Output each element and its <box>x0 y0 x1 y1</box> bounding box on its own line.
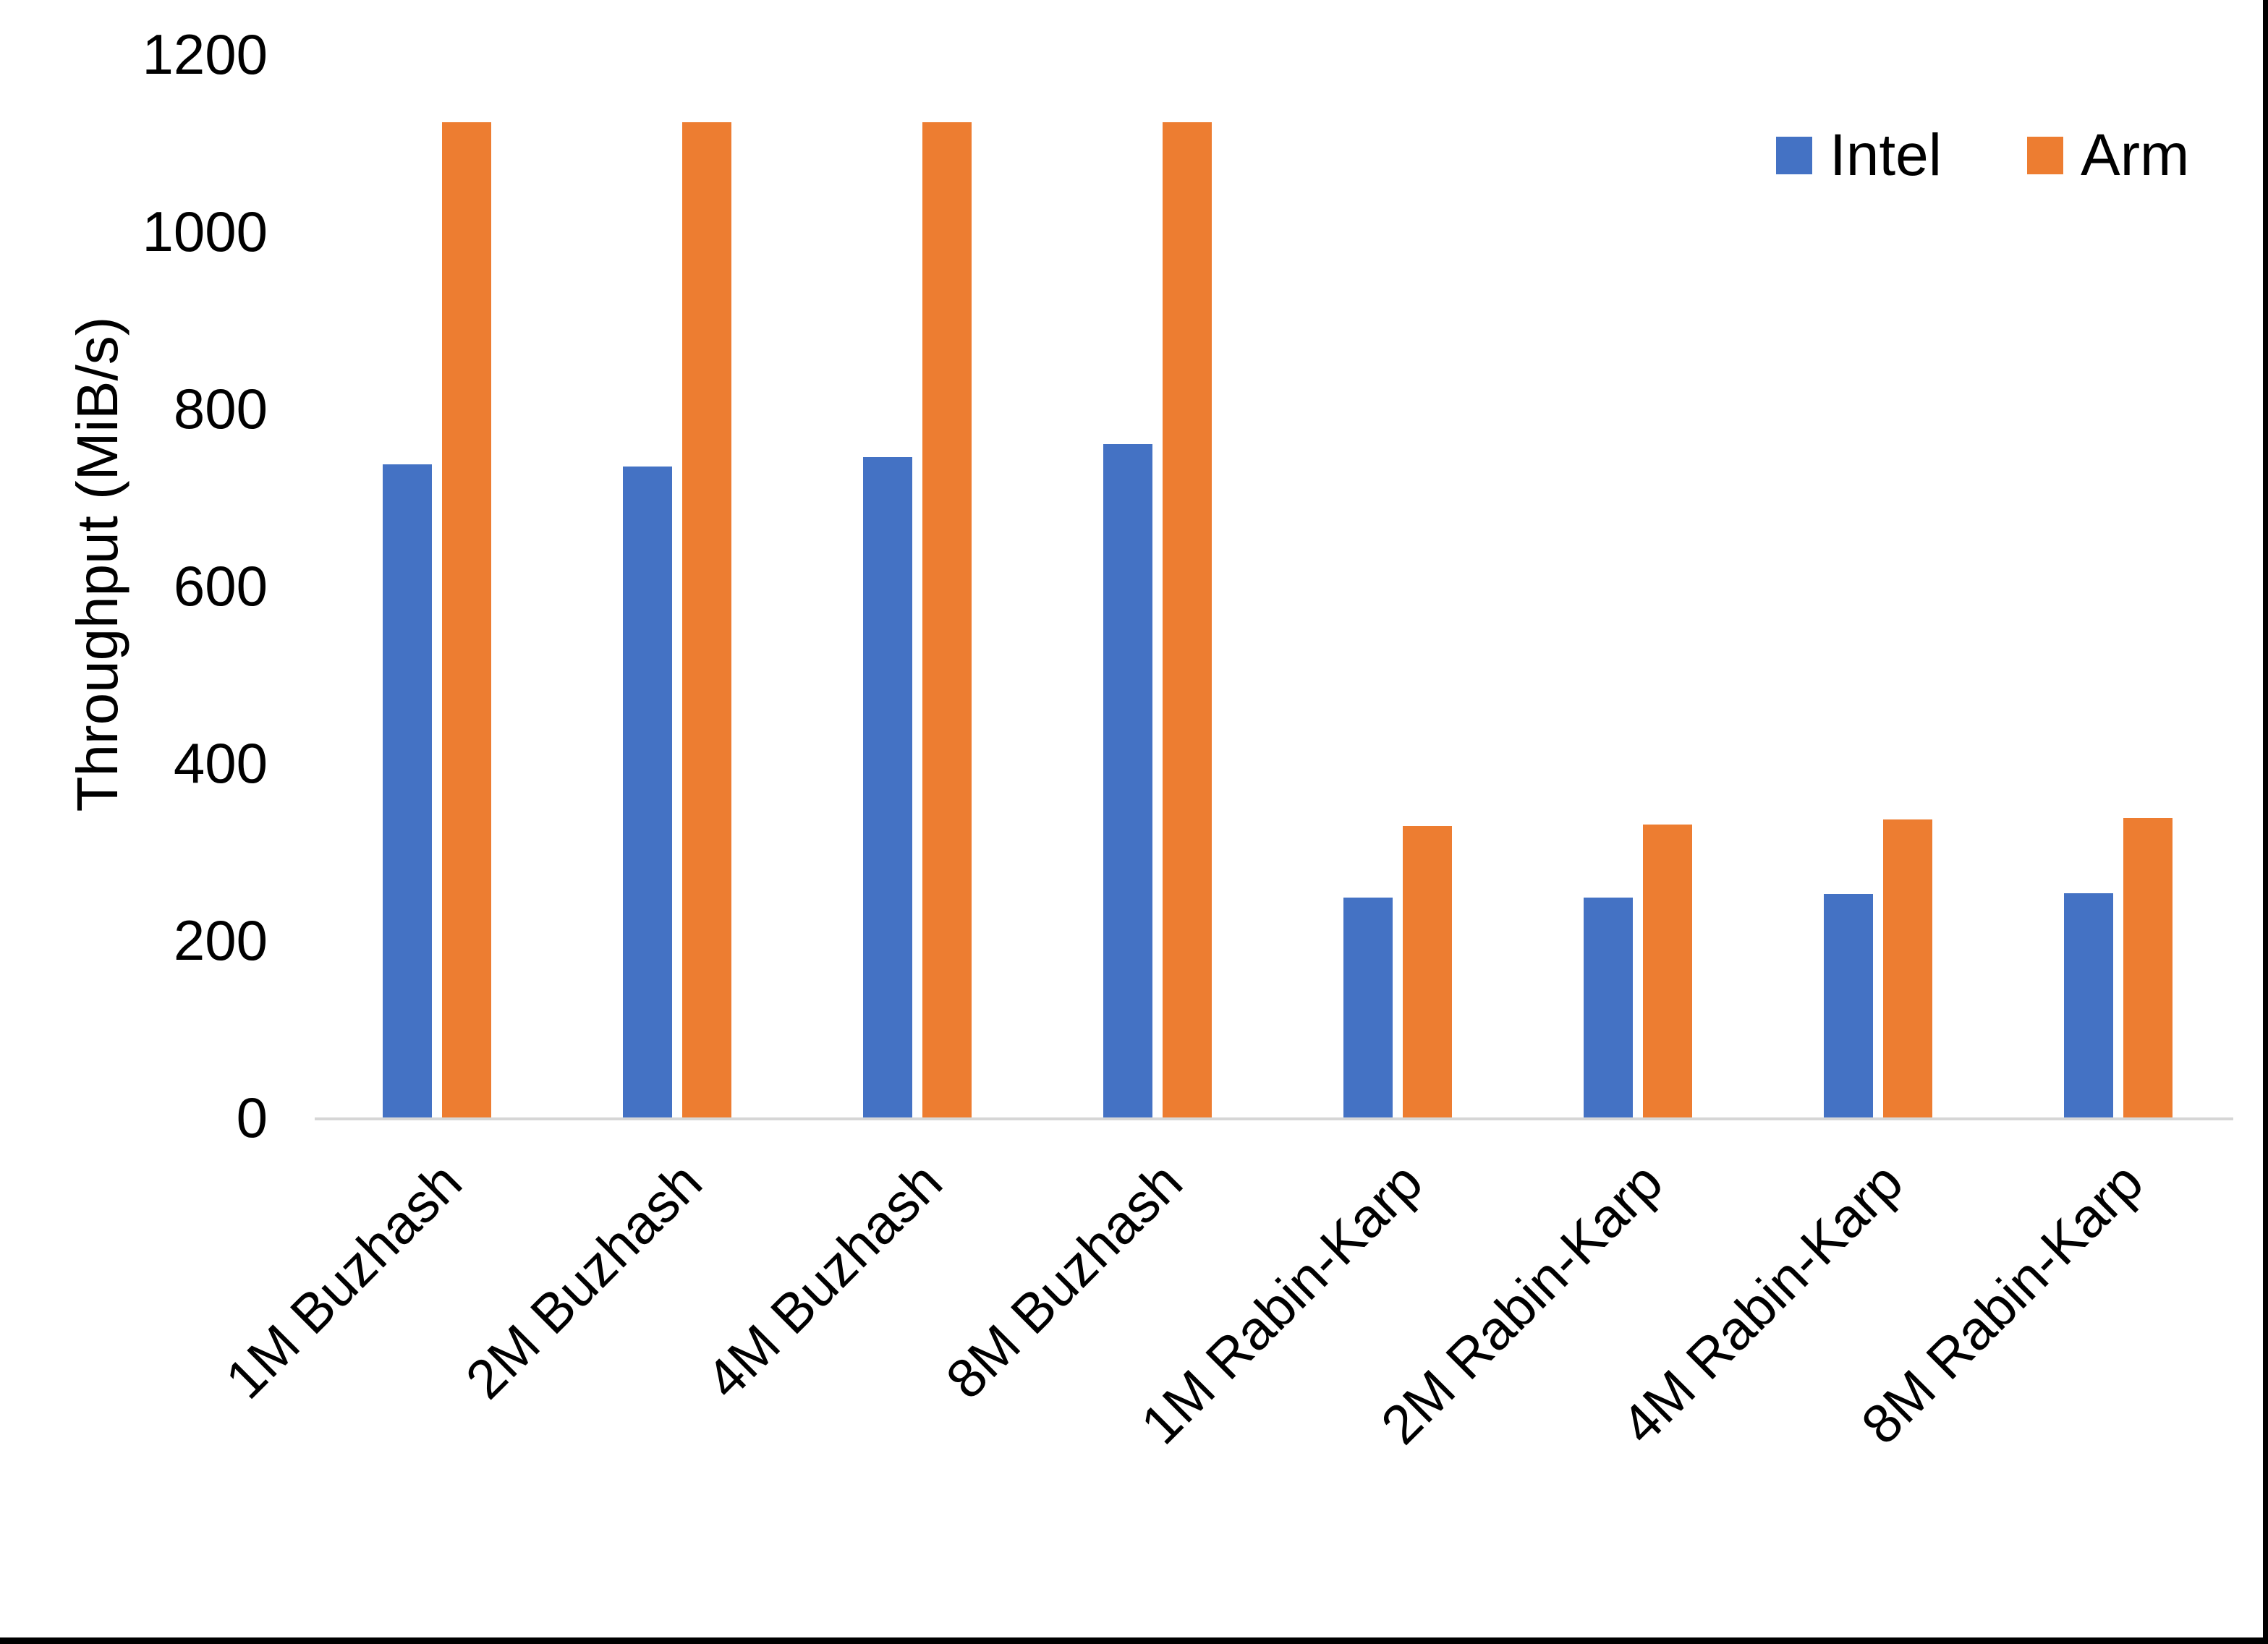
bar-arm-4m-buzhash <box>922 122 972 1117</box>
x-category-label-4m-buzhash: 4M Buzhash <box>694 1151 954 1411</box>
x-category-label-8m-rabin-karp: 8M Rabin-Karp <box>1850 1151 2155 1457</box>
legend-swatch-arm <box>2027 137 2063 174</box>
bar-arm-2m-buzhash <box>682 122 731 1117</box>
legend-swatch-intel <box>1776 137 1812 174</box>
y-tick-label-400: 400 <box>173 731 268 795</box>
legend-item-arm: Arm <box>2027 124 2189 187</box>
bar-intel-1m-buzhash <box>383 464 432 1117</box>
x-category-label-1m-rabin-karp: 1M Rabin-Karp <box>1129 1151 1435 1457</box>
y-tick-label-0: 0 <box>236 1086 268 1149</box>
y-tick-label-200: 200 <box>173 908 268 972</box>
y-tick-label-600: 600 <box>173 554 268 618</box>
bar-intel-4m-rabin-karp <box>1824 894 1873 1117</box>
y-tick-label-1200: 1200 <box>142 22 268 86</box>
x-category-label-4m-rabin-karp: 4M Rabin-Karp <box>1610 1151 1915 1457</box>
bar-arm-1m-rabin-karp <box>1403 826 1452 1117</box>
frame-border-bottom <box>0 1637 2268 1644</box>
x-category-label-1m-buzhash: 1M Buzhash <box>213 1151 474 1411</box>
bar-arm-8m-buzhash <box>1163 122 1212 1117</box>
bar-intel-4m-buzhash <box>863 457 912 1117</box>
legend-label-arm: Arm <box>2081 122 2190 188</box>
legend-item-intel: Intel <box>1776 124 1942 187</box>
y-tick-label-800: 800 <box>173 377 268 440</box>
bar-intel-2m-rabin-karp <box>1584 898 1633 1117</box>
x-category-label-2m-buzhash: 2M Buzhash <box>454 1151 714 1411</box>
bar-intel-2m-buzhash <box>623 467 672 1117</box>
x-axis-line <box>315 1117 2233 1120</box>
bar-intel-8m-rabin-karp <box>2064 893 2113 1117</box>
legend: Intel Arm <box>1776 124 2189 187</box>
x-category-label-8m-buzhash: 8M Buzhash <box>934 1151 1194 1411</box>
bar-arm-8m-rabin-karp <box>2123 818 2173 1117</box>
bar-intel-8m-buzhash <box>1103 444 1152 1117</box>
frame-border-right <box>2263 0 2268 1644</box>
bar-arm-4m-rabin-karp <box>1883 819 1932 1117</box>
bar-arm-2m-rabin-karp <box>1643 825 1692 1117</box>
y-tick-label-1000: 1000 <box>142 200 268 263</box>
bar-arm-1m-buzhash <box>442 122 491 1117</box>
legend-label-intel: Intel <box>1830 122 1942 188</box>
bar-intel-1m-rabin-karp <box>1343 898 1393 1117</box>
x-category-label-2m-rabin-karp: 2M Rabin-Karp <box>1369 1151 1675 1457</box>
